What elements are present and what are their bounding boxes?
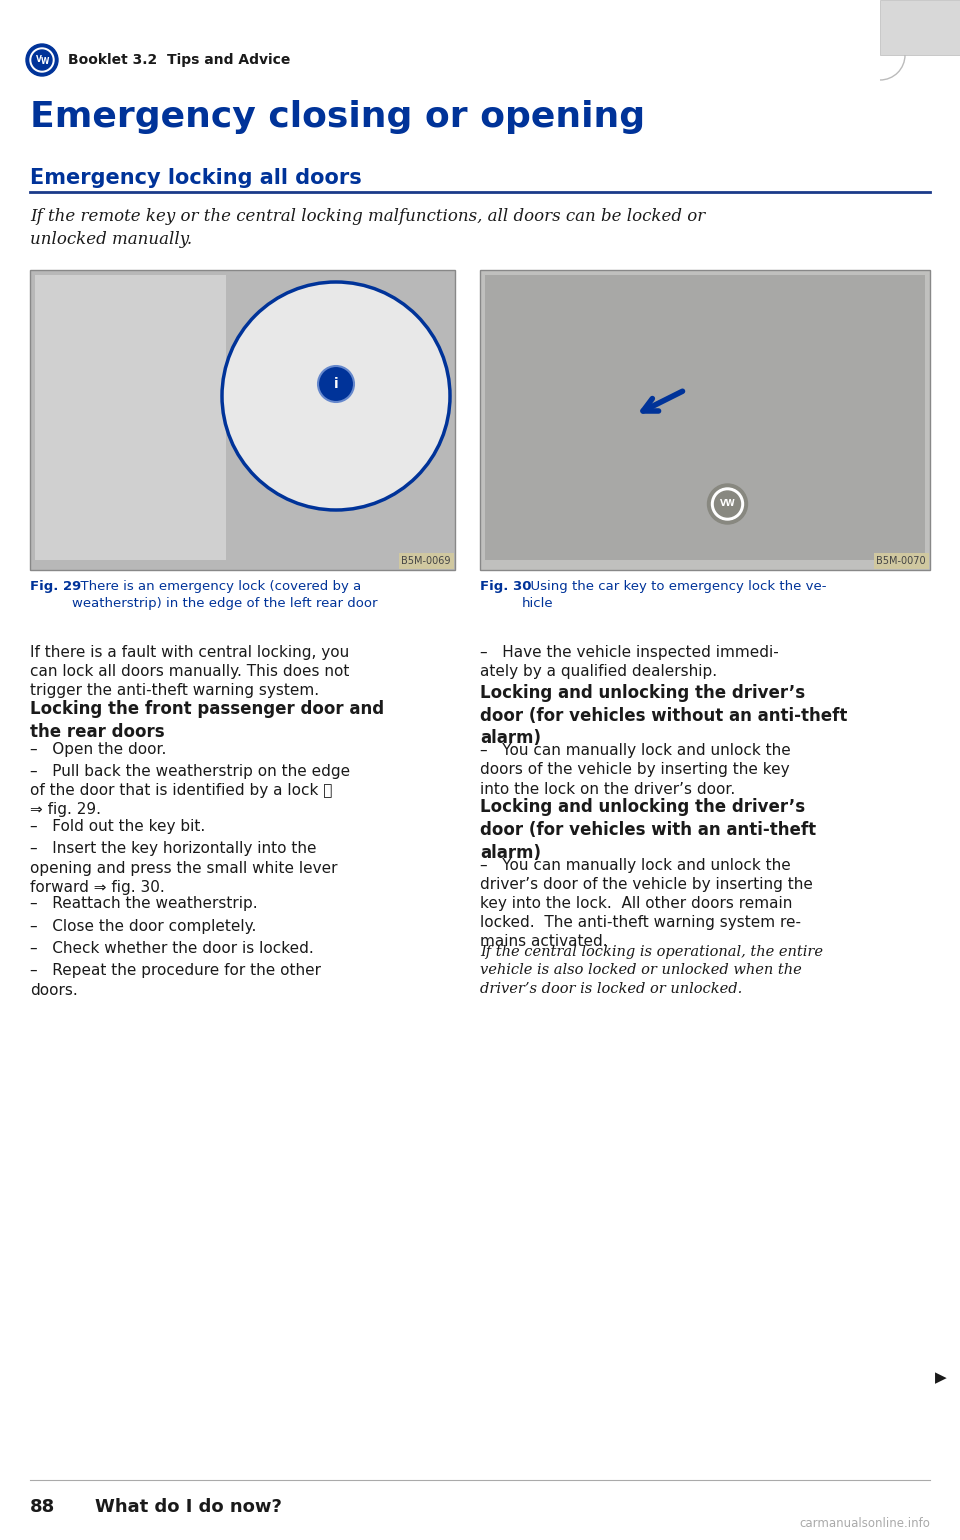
Text: VW: VW bbox=[720, 499, 735, 508]
Text: If the central locking is operational, the entire
vehicle is also locked or unlo: If the central locking is operational, t… bbox=[480, 946, 823, 996]
Circle shape bbox=[32, 49, 52, 69]
Text: 88: 88 bbox=[30, 1498, 56, 1515]
Text: Locking and unlocking the driver’s
door (for vehicles with an anti-theft
alarm): Locking and unlocking the driver’s door … bbox=[480, 798, 816, 862]
Text: There is an emergency lock (covered by a
weatherstrip) in the edge of the left r: There is an emergency lock (covered by a… bbox=[72, 581, 377, 610]
FancyBboxPatch shape bbox=[485, 276, 925, 561]
Text: What do I do now?: What do I do now? bbox=[95, 1498, 282, 1515]
Text: –   Have the vehicle inspected immedi-
ately by a qualified dealership.: – Have the vehicle inspected immedi- ate… bbox=[480, 645, 779, 679]
Text: B5M-0070: B5M-0070 bbox=[876, 556, 926, 567]
FancyBboxPatch shape bbox=[35, 276, 227, 561]
Circle shape bbox=[30, 48, 54, 72]
Text: Booklet 3.2  Tips and Advice: Booklet 3.2 Tips and Advice bbox=[68, 52, 290, 68]
FancyBboxPatch shape bbox=[480, 270, 930, 570]
Text: –   Pull back the weatherstrip on the edge
of the door that is identified by a l: – Pull back the weatherstrip on the edge… bbox=[30, 764, 350, 818]
Text: ▶: ▶ bbox=[935, 1371, 947, 1386]
Circle shape bbox=[714, 491, 740, 517]
Circle shape bbox=[708, 484, 748, 524]
Text: –   Repeat the procedure for the other
doors.: – Repeat the procedure for the other doo… bbox=[30, 964, 321, 998]
Text: If there is a fault with central locking, you
can lock all doors manually. This : If there is a fault with central locking… bbox=[30, 645, 349, 699]
Text: –   Check whether the door is locked.: – Check whether the door is locked. bbox=[30, 941, 314, 956]
Text: Using the car key to emergency lock the ve-
hicle: Using the car key to emergency lock the … bbox=[522, 581, 827, 610]
Circle shape bbox=[26, 45, 58, 75]
Circle shape bbox=[222, 282, 450, 510]
Text: Emergency closing or opening: Emergency closing or opening bbox=[30, 100, 645, 134]
Text: –   Insert the key horizontally into the
opening and press the small white lever: – Insert the key horizontally into the o… bbox=[30, 841, 338, 895]
Circle shape bbox=[318, 367, 354, 402]
Text: –   You can manually lock and unlock the
driver’s door of the vehicle by inserti: – You can manually lock and unlock the d… bbox=[480, 858, 813, 949]
Text: W: W bbox=[41, 57, 49, 66]
Text: If the remote key or the central locking malfunctions, all doors can be locked o: If the remote key or the central locking… bbox=[30, 208, 706, 248]
Text: V: V bbox=[36, 54, 42, 63]
Text: –   Reattach the weatherstrip.: – Reattach the weatherstrip. bbox=[30, 896, 257, 912]
Text: Locking the front passenger door and
the rear doors: Locking the front passenger door and the… bbox=[30, 701, 384, 741]
Text: –   You can manually lock and unlock the
doors of the vehicle by inserting the k: – You can manually lock and unlock the d… bbox=[480, 744, 791, 796]
Text: B5M-0069: B5M-0069 bbox=[401, 556, 451, 567]
FancyBboxPatch shape bbox=[30, 270, 455, 570]
Text: Fig. 29: Fig. 29 bbox=[30, 581, 82, 593]
Text: –   Open the door.: – Open the door. bbox=[30, 742, 166, 756]
Text: Locking and unlocking the driver’s
door (for vehicles without an anti-theft
alar: Locking and unlocking the driver’s door … bbox=[480, 684, 848, 747]
Text: –   Fold out the key bit.: – Fold out the key bit. bbox=[30, 819, 205, 835]
Circle shape bbox=[711, 488, 743, 521]
Text: i: i bbox=[334, 377, 338, 391]
Text: carmanualsonline.info: carmanualsonline.info bbox=[799, 1517, 930, 1531]
Text: Fig. 30: Fig. 30 bbox=[480, 581, 532, 593]
Text: –   Close the door completely.: – Close the door completely. bbox=[30, 919, 256, 933]
Text: Emergency locking all doors: Emergency locking all doors bbox=[30, 168, 362, 188]
Polygon shape bbox=[880, 0, 960, 55]
